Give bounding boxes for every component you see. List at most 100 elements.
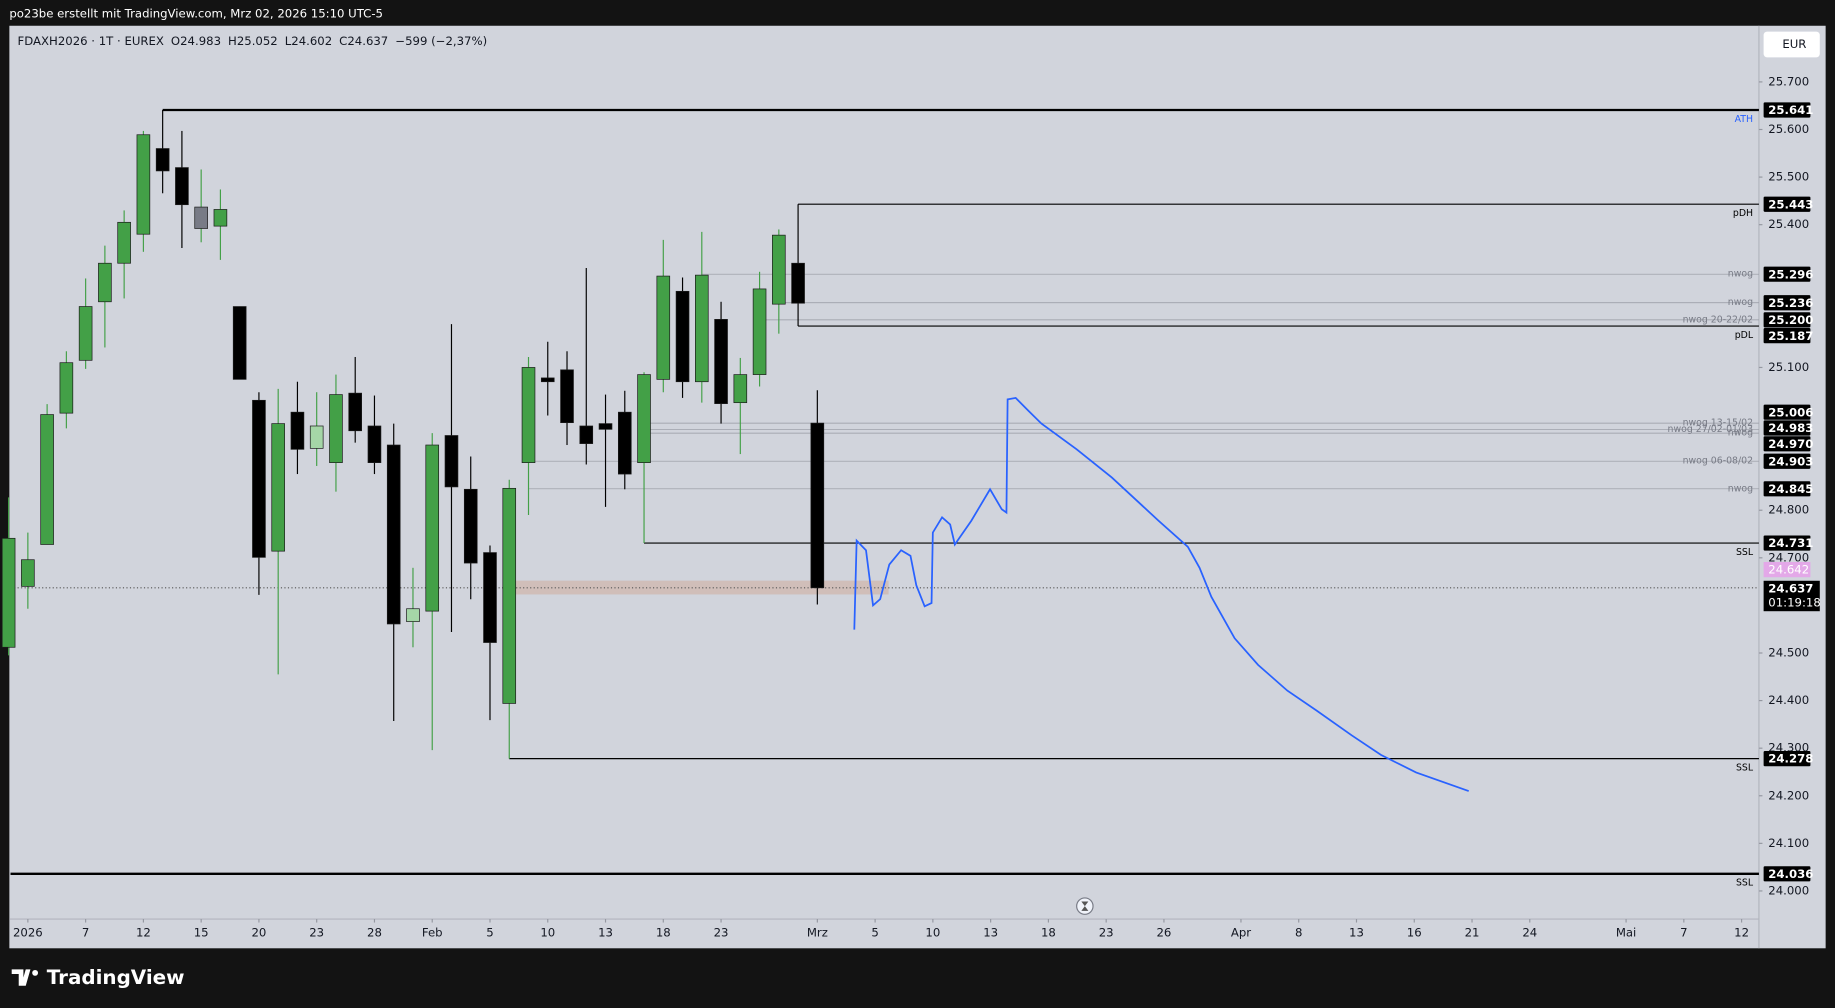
price-label-box	[1763, 866, 1811, 882]
hourglass	[1081, 901, 1089, 911]
x-tick-label: 8	[1295, 926, 1302, 940]
x-tick-label: 15	[194, 926, 209, 940]
ohlc-value: 24.637	[347, 33, 388, 47]
current-price-label: 24.637	[1768, 581, 1813, 595]
x-tick-label: Mrz	[807, 926, 828, 940]
candle-body	[386, 444, 401, 625]
x-tick-label: 10	[540, 926, 555, 940]
x-tick-label: Apr	[1231, 926, 1251, 940]
price-label: 25.236	[1768, 296, 1813, 310]
candle-body	[78, 306, 93, 361]
candle-body	[348, 392, 362, 432]
x-tick-label: 23	[714, 926, 729, 940]
level-name: SSL	[1736, 878, 1754, 889]
candle-body	[810, 422, 825, 589]
marker-label: 24.642	[1768, 563, 1809, 577]
candle-body	[59, 362, 74, 414]
x-tick-label: Mai	[1616, 926, 1636, 940]
candle-body	[271, 423, 285, 552]
current-price-box	[1763, 580, 1820, 612]
currency-button[interactable]	[1763, 31, 1820, 58]
price-label: 25.296	[1768, 267, 1813, 281]
x-tick-label: 12	[136, 926, 151, 940]
level-name: SSL	[1736, 547, 1754, 558]
price-label-box	[1763, 404, 1811, 420]
candle-body	[367, 425, 382, 463]
change: −599 (−2,37%)	[395, 33, 487, 47]
candle-body	[175, 167, 189, 206]
ohlc-value: 25.052	[237, 33, 278, 47]
price-label-box	[1763, 266, 1811, 282]
countdown: 01:19:18	[1768, 596, 1820, 610]
candle-body	[194, 206, 208, 229]
candle-body	[444, 435, 459, 488]
price-label: 24.731	[1768, 536, 1813, 550]
price-label-box	[1763, 420, 1811, 436]
x-tick-label: 13	[598, 926, 613, 940]
price-label-box	[1763, 481, 1811, 497]
x-tick-label: 12	[1734, 926, 1749, 940]
x-tick-label: 23	[1099, 926, 1114, 940]
logo-text[interactable]: TradingView	[47, 966, 185, 989]
price-label-box	[1763, 312, 1811, 328]
x-tick-label: 5	[871, 926, 878, 940]
x-tick-label: 7	[82, 926, 89, 940]
candle-body	[1, 537, 16, 648]
ohlc-letter: H	[228, 33, 237, 47]
x-tick-label: 23	[309, 926, 324, 940]
price-label: 25.200	[1768, 313, 1813, 327]
replay-icon[interactable]	[1076, 897, 1094, 915]
price-label-box	[1763, 102, 1811, 118]
level-name: pDH	[1733, 208, 1753, 219]
x-tick-label: 2026	[13, 926, 43, 940]
price-label-box	[1763, 436, 1811, 452]
level-name: SSL	[1736, 763, 1754, 774]
x-tick-label: 28	[367, 926, 382, 940]
candle-body	[483, 552, 497, 643]
candle-body	[540, 377, 555, 383]
candle-body	[21, 559, 35, 587]
price-label: 25.187	[1768, 329, 1813, 343]
price-label: 25.443	[1768, 197, 1813, 211]
price-label: 25.006	[1768, 405, 1813, 419]
y-tick-label: 24.700	[1768, 550, 1809, 564]
zone	[515, 580, 889, 595]
candle-body	[675, 290, 690, 383]
level-name: nwog 13-15/02	[1683, 418, 1754, 429]
ohlc-value: 24.602	[291, 33, 332, 47]
y-tick-label: 25.400	[1768, 217, 1809, 231]
logo-dot	[32, 969, 39, 976]
candle-body	[656, 275, 671, 380]
x-tick-label: 13	[1349, 926, 1364, 940]
y-tick-label: 25.700	[1768, 74, 1809, 88]
logo-icon	[11, 969, 31, 986]
price-label-box	[1763, 453, 1811, 469]
candle-body	[617, 411, 632, 475]
candle-body	[290, 411, 305, 450]
plot: 25.700 25.600 25.500 25.400 25.100 24.800 24.7…	[1, 74, 1821, 940]
x-tick-label: 7	[1680, 926, 1687, 940]
candle-body	[772, 234, 786, 305]
price-label: 24.903	[1768, 454, 1813, 468]
candle-body	[252, 399, 266, 558]
symbol: FDAXH2026 · 1T · EUREX	[18, 33, 164, 47]
x-tick-label: 26	[1157, 926, 1172, 940]
price-label-box	[1763, 328, 1811, 344]
x-tick-label: 10	[925, 926, 940, 940]
price-label-box	[1763, 535, 1811, 551]
level-name: nwog	[1728, 483, 1753, 494]
candle-body	[117, 221, 131, 264]
price-label: 24.983	[1768, 421, 1813, 435]
ohlc-value: 24.983	[180, 33, 221, 47]
y-tick-label: 24.100	[1768, 836, 1809, 850]
candle-body	[329, 394, 343, 463]
projection-drawing	[853, 396, 1469, 792]
level-name: nwog	[1728, 297, 1753, 308]
candle-body	[232, 306, 247, 380]
candle-body	[155, 148, 170, 172]
ohlc-letter: O	[171, 33, 180, 47]
currency[interactable]: EUR	[1782, 37, 1806, 51]
candle-body	[463, 488, 478, 564]
price-label: 24.036	[1768, 867, 1813, 881]
